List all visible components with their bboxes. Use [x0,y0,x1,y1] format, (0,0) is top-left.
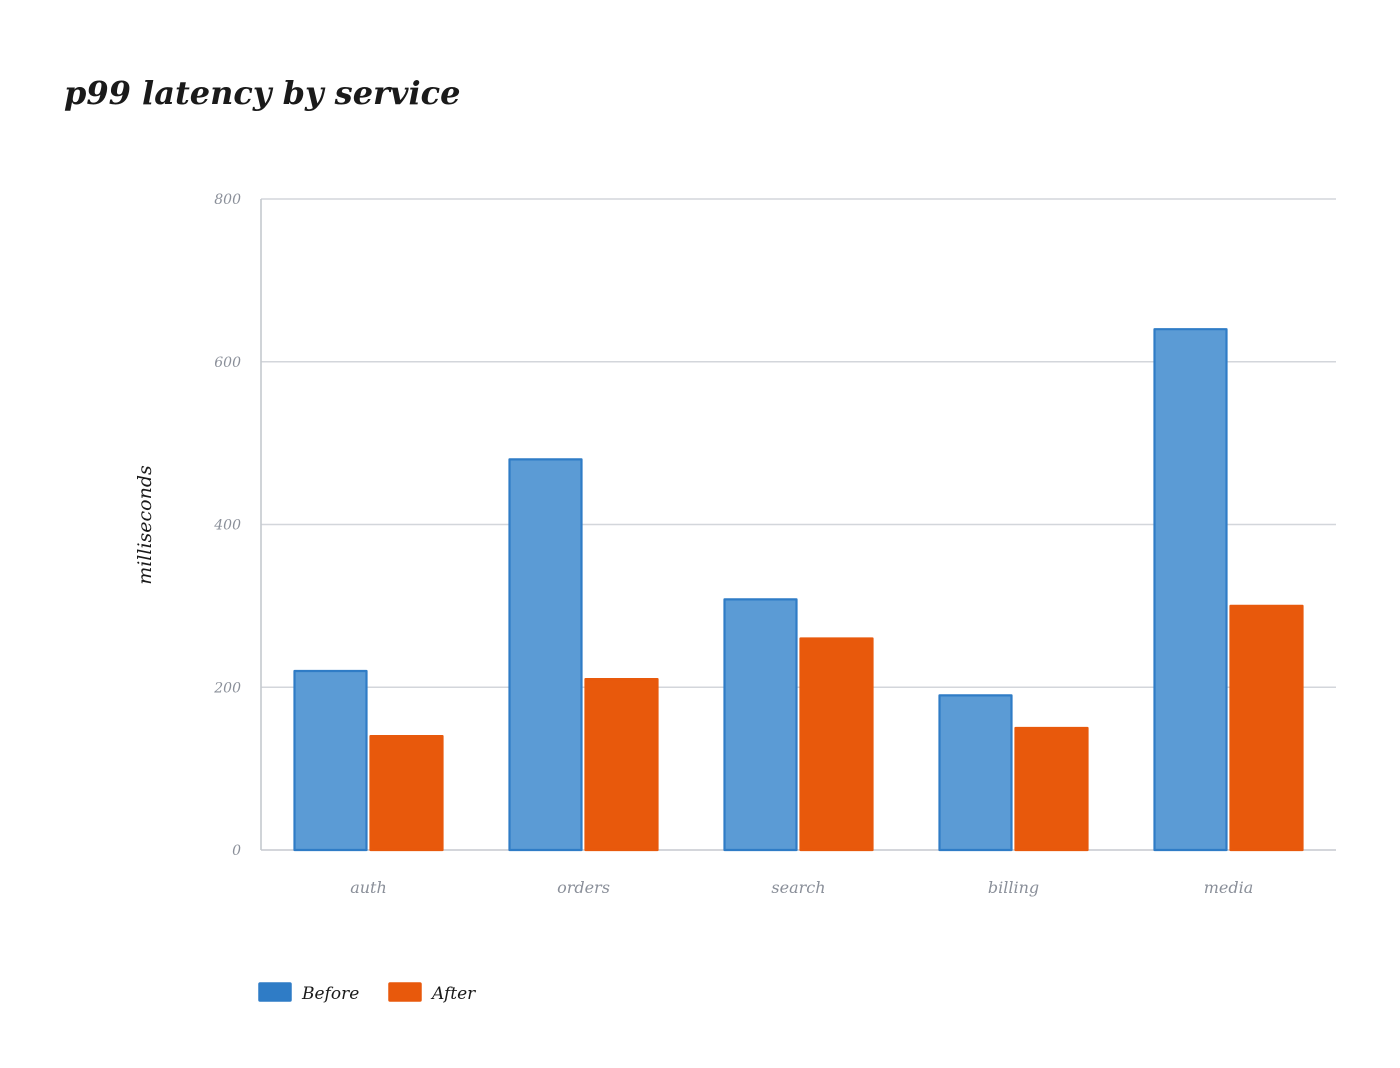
bar-after-orders [584,678,659,852]
bar-before-billing [938,694,1013,852]
x-tick-label: search [771,878,825,897]
legend-label-after: After [430,984,476,1004]
x-tick-label: orders [557,878,610,897]
legend-label-before: Before [301,984,359,1004]
y-tick-label: 400 [213,518,241,534]
x-axis-ticks: auth orders search billing media [350,878,1253,897]
bar-after-auth [369,734,444,852]
bar-before-orders [508,458,583,852]
y-tick-label: 0 [232,843,241,859]
bar-before-auth [293,669,368,852]
legend-swatch-after [388,982,422,1002]
y-tick-label: 600 [214,355,241,371]
bars [293,328,1304,852]
x-tick-label: billing [988,878,1039,897]
x-tick-label: media [1204,878,1254,897]
bar-after-search [799,637,874,852]
bar-after-media [1229,604,1304,852]
y-tick-label: 200 [213,680,241,696]
legend-swatch-before [258,982,292,1002]
y-axis-label: milliseconds [134,465,156,585]
legend: Before After [258,982,476,1004]
bar-before-search [723,598,798,852]
x-tick-label: auth [350,878,387,897]
y-axis-ticks: 0 200 400 600 800 [213,192,241,859]
bar-after-billing [1014,726,1089,852]
chart-title: p99 latency by service [64,74,461,112]
bar-before-media [1153,328,1228,852]
y-tick-label: 800 [214,192,241,208]
